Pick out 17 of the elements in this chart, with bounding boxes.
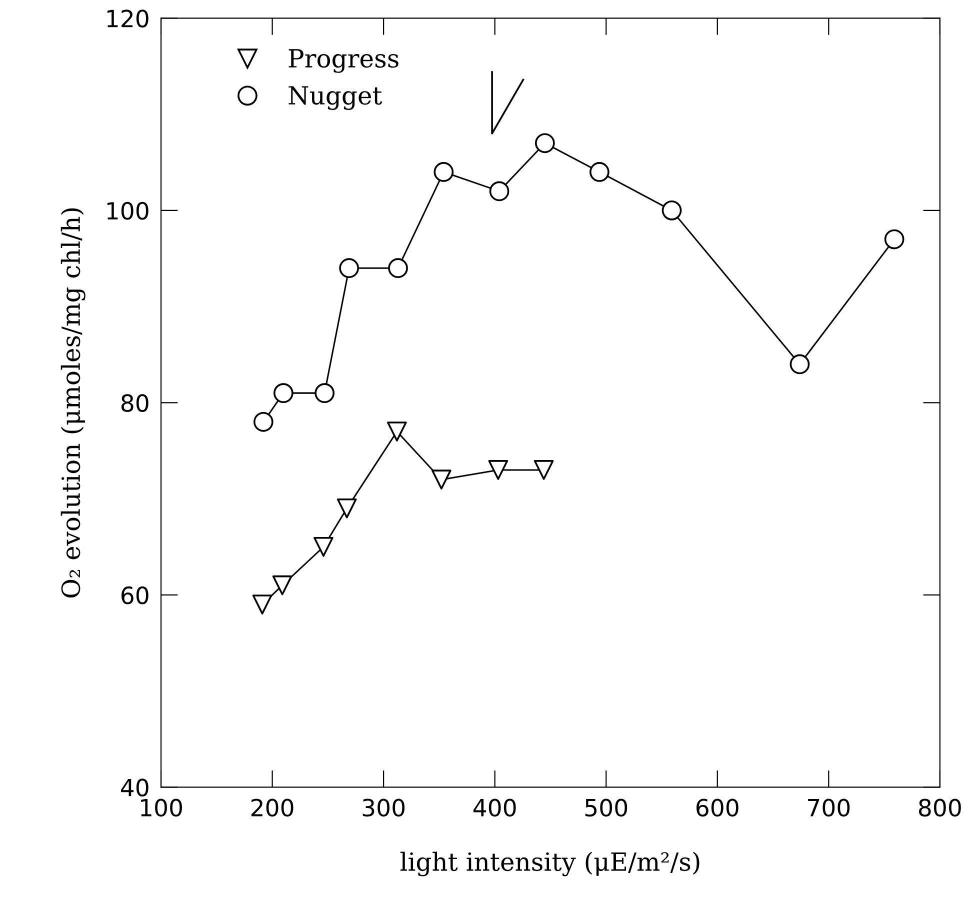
x-tick-label: 100 [141,798,182,817]
y-tick-label: 80 [121,394,148,412]
y-tick-label: 100 [107,202,148,220]
x-tick-label: 400 [473,798,516,817]
legend-label: Progress [288,49,398,73]
x-tick-label: 300 [362,798,405,817]
x-axis-title: light intensity (μE/m²/s) [400,852,700,876]
x-tick-label: 700 [808,798,850,817]
x-tick-label: 600 [696,798,738,817]
x-tick-label: 500 [585,798,628,817]
y-tick-label: 120 [107,10,148,28]
y-tick-label: 60 [122,586,148,604]
y-axis-title: O₂ evolution (μmoles/mg chl/h) [60,208,86,598]
y-tick-label: 40 [121,778,148,796]
x-tick-label: 800 [918,798,961,817]
legend-label: Nugget [288,86,382,110]
x-tick-label: 200 [251,798,294,817]
